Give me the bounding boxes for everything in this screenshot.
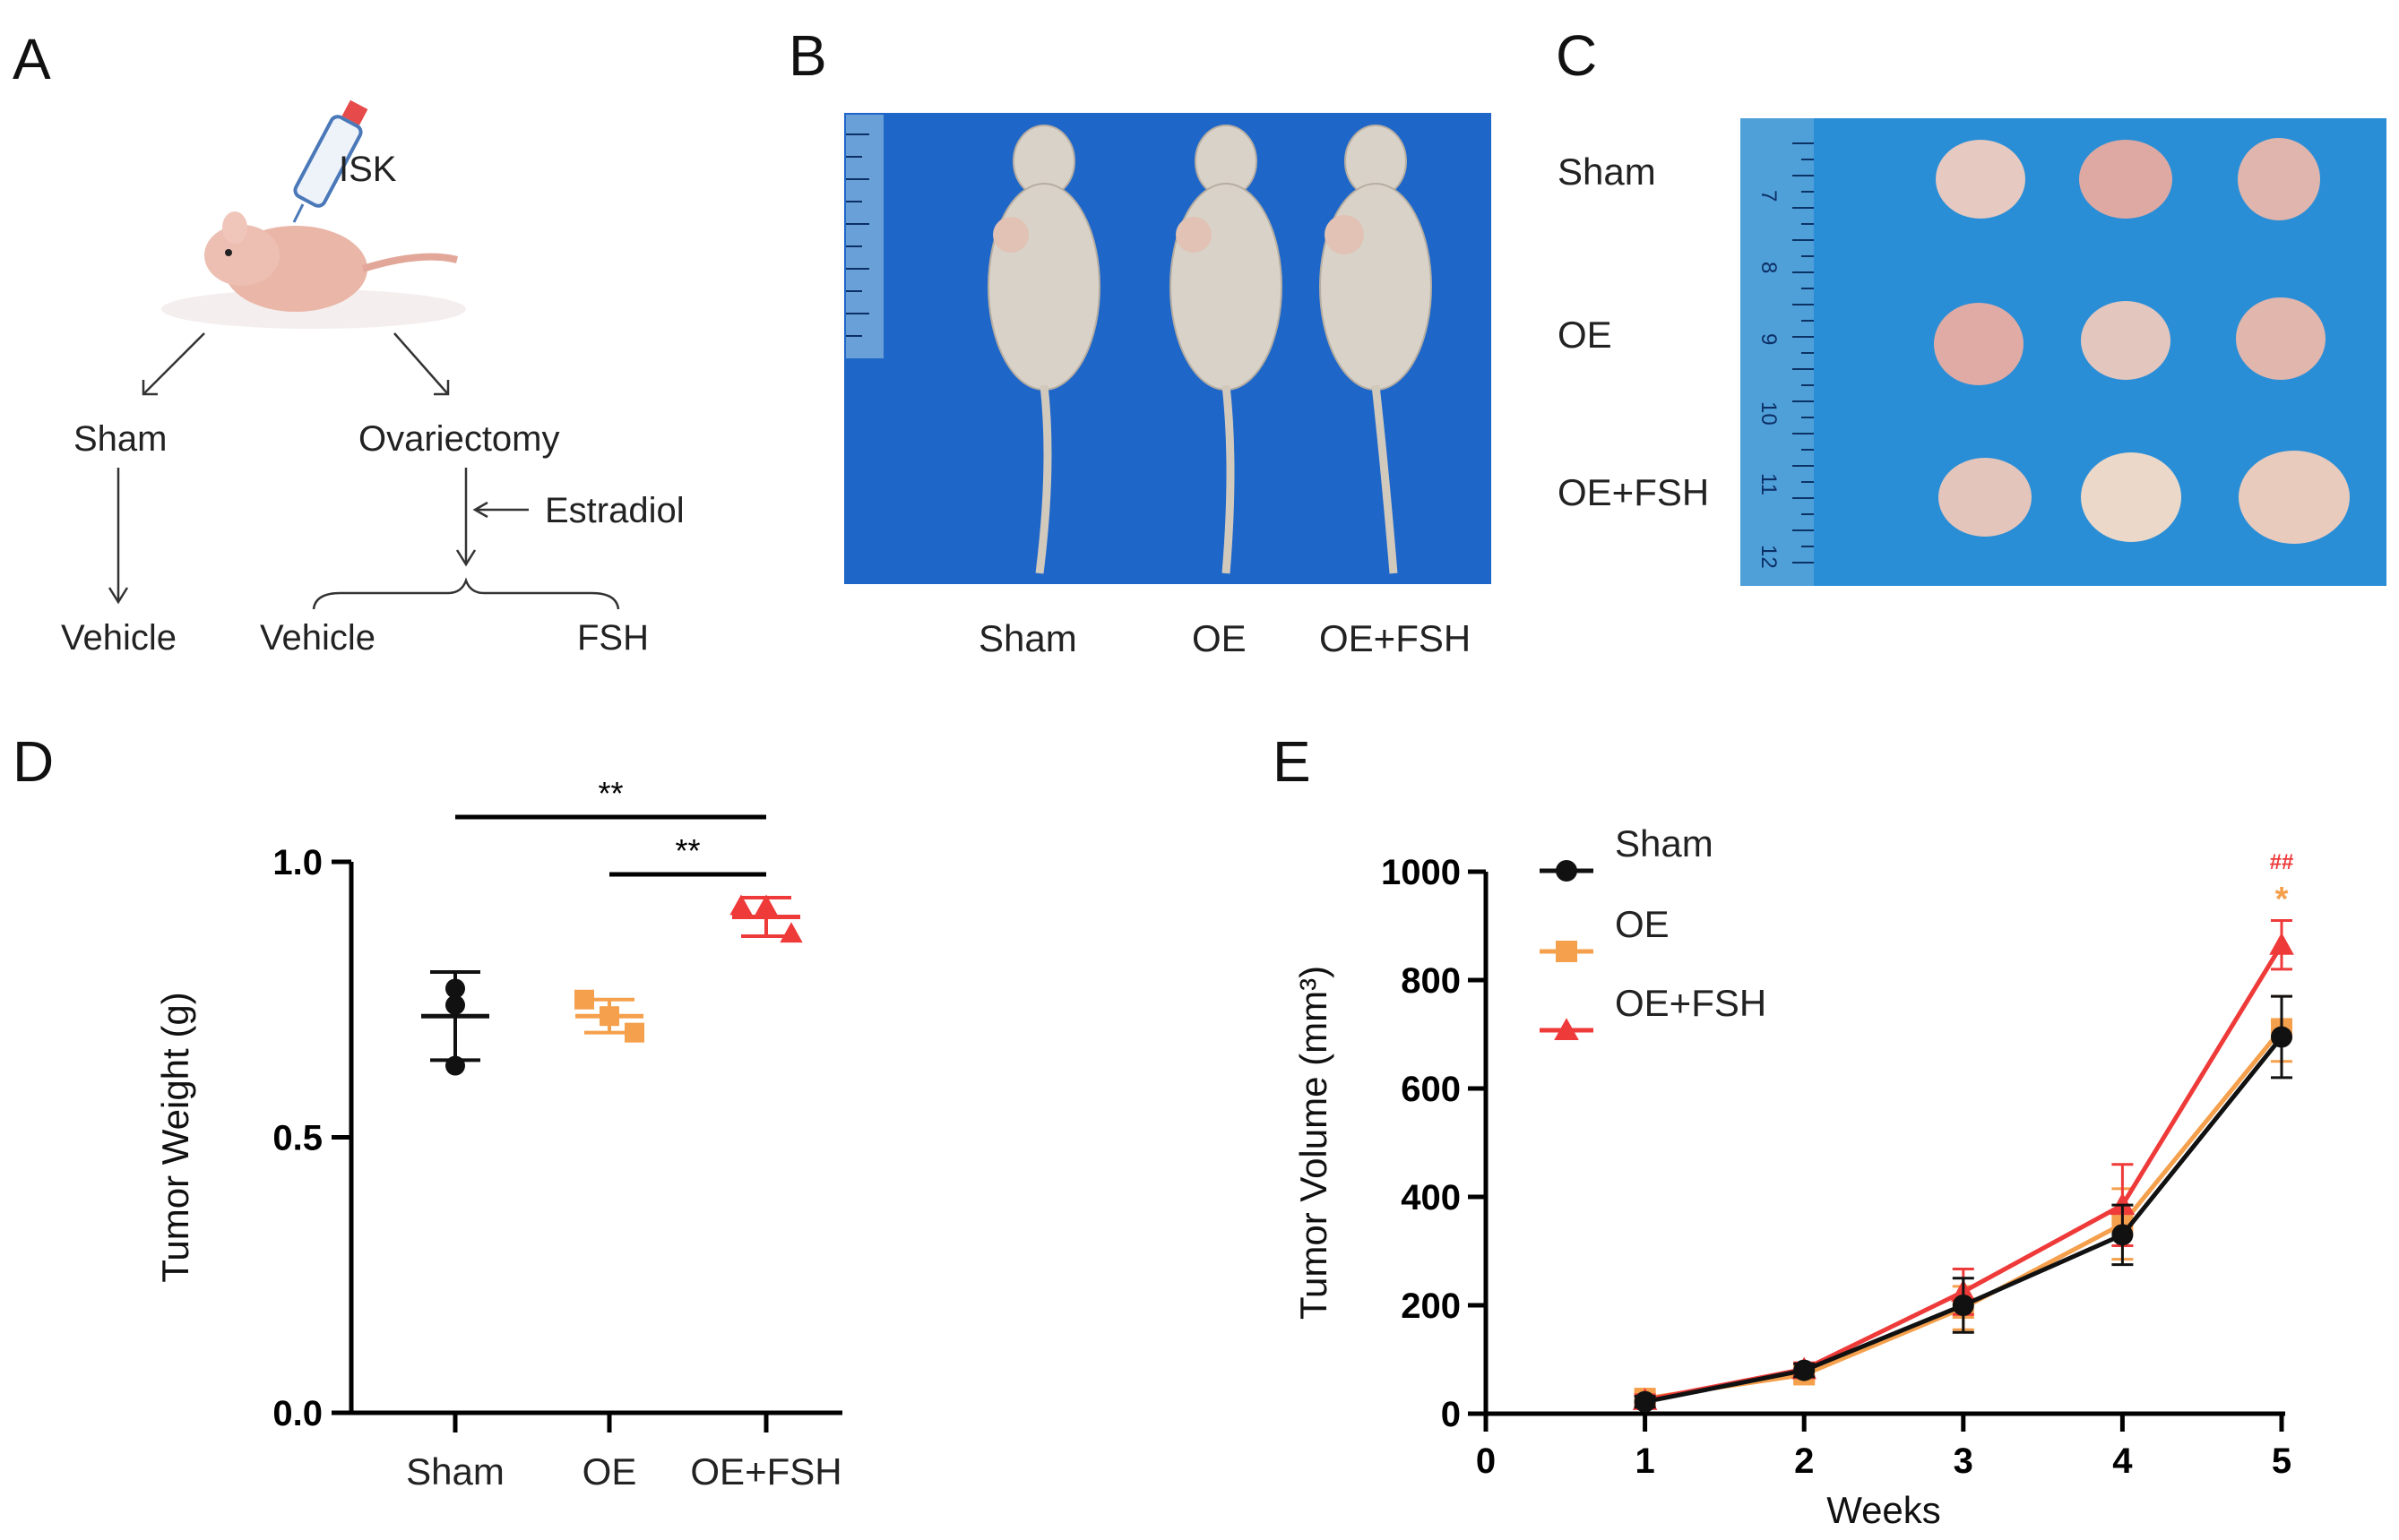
y-tick-label: 400 <box>1401 1178 1461 1217</box>
legend-marker <box>1556 860 1577 882</box>
data-point <box>445 1055 465 1076</box>
row-c-oe: OE <box>1558 314 1612 356</box>
estradiol-label: Estradiol <box>545 491 685 530</box>
outcome-vehicle-sham: Vehicle <box>61 618 177 658</box>
data-point <box>445 994 465 1015</box>
y-tick-label: 600 <box>1401 1070 1461 1109</box>
ruler-num-7: 7 <box>1756 190 1781 202</box>
series-line <box>1644 1027 2283 1401</box>
ruler-num-10: 10 <box>1756 401 1781 426</box>
y-tick-label: 1.0 <box>272 843 323 882</box>
tumor-grid <box>1934 138 2350 544</box>
data-point <box>625 1022 644 1043</box>
panel-label-d: D <box>13 729 54 794</box>
row-c-sham: Sham <box>1558 151 1656 193</box>
panel-b: B Sham OE <box>789 23 1491 659</box>
legend-label: Sham <box>1615 822 1713 865</box>
x-tick-label: 3 <box>1954 1441 1973 1481</box>
x-tick-label: Sham <box>406 1450 505 1493</box>
data-point <box>755 894 778 916</box>
ruler-num-9: 9 <box>1756 333 1781 345</box>
legend-marker <box>1556 941 1577 962</box>
panel-label-e: E <box>1273 729 1311 794</box>
panel-e: E 0 200 400 600 800 1000 0 1 2 3 4 5 Weeks Tumor Volu… <box>1273 729 2294 1531</box>
y-axis-label: Tumor Volume (mm³) <box>1292 966 1334 1320</box>
legend-marker <box>1554 1018 1579 1041</box>
series-line <box>1644 1035 2283 1405</box>
syringe-icon <box>292 99 368 223</box>
ruler-num-11: 11 <box>1756 473 1781 495</box>
group-brace <box>312 577 620 610</box>
y-tick-label: 0.5 <box>272 1119 323 1158</box>
data-point <box>1634 1390 1656 1413</box>
outcome-vehicle-ovx: Vehicle <box>260 618 375 658</box>
data-point <box>2269 932 2294 955</box>
arrow-to-sham <box>142 332 205 395</box>
data-point <box>780 922 803 943</box>
tumor-weight-chart: 0.0 0.5 1.0 Tumor Weight (g) Sham OE OE+FSH ** *… <box>154 775 842 1493</box>
data-point <box>1793 1359 1816 1381</box>
x-tick-label: 5 <box>2272 1441 2291 1481</box>
panel-label-b: B <box>789 23 827 88</box>
x-tick-label: OE <box>582 1450 637 1493</box>
ruler <box>846 115 884 358</box>
y-tick-label: 800 <box>1401 961 1461 1001</box>
x-tick-label: 0 <box>1476 1441 1496 1481</box>
row-c-oe-fsh: OE+FSH <box>1558 471 1709 513</box>
x-tick-label: 4 <box>2112 1441 2133 1481</box>
label-b-oe-fsh: OE+FSH <box>1319 617 1471 659</box>
y-tick-label: 1000 <box>1381 853 1461 892</box>
x-tick-label: 2 <box>1794 1441 1814 1481</box>
data-point <box>445 978 465 999</box>
y-tick-label: 0 <box>1441 1395 1461 1434</box>
label-b-sham: Sham <box>979 617 1077 659</box>
y-tick-label: 0.0 <box>272 1394 323 1433</box>
data-point <box>600 1006 619 1027</box>
panel-d: D 0.0 0.5 1.0 Tumor Weight (g) Sham OE OE+FSH *… <box>13 729 842 1493</box>
panel-label-a: A <box>13 27 51 91</box>
panel-label-c: C <box>1556 23 1597 88</box>
significance-annotation: ## <box>2270 850 2294 874</box>
label-b-oe: OE <box>1192 617 1247 659</box>
data-point <box>574 989 594 1010</box>
panel-a: A ISK Sham Ovariectomy <box>13 27 685 658</box>
outcome-fsh: FSH <box>577 618 649 658</box>
branch-ovariectomy: Ovariectomy <box>358 419 560 459</box>
x-tick-label: 1 <box>1635 1441 1654 1481</box>
injection-label: ISK <box>339 150 397 189</box>
mouse-illustration <box>161 211 466 329</box>
y-axis-label: Tumor Weight (g) <box>154 992 196 1282</box>
significance-label: ** <box>598 775 623 812</box>
data-point <box>1952 1295 1974 1316</box>
significance-annotation: * <box>2275 881 2289 918</box>
x-tick-label: OE+FSH <box>690 1450 841 1493</box>
data-point <box>2111 1224 2134 1246</box>
data-point <box>729 894 753 916</box>
arrow-to-ovariectomy <box>393 332 449 395</box>
panel-c: C Sham OE OE+FSH 7 8 9 10 11 <box>1556 23 2386 586</box>
tumor-volume-chart: 0 200 400 600 800 1000 0 1 2 3 4 5 Weeks Tumor Volume… <box>1292 822 2294 1531</box>
ruler-num-12: 12 <box>1756 545 1781 569</box>
legend-label: OE <box>1615 903 1670 945</box>
data-point <box>2271 1026 2292 1048</box>
y-tick-label: 200 <box>1401 1286 1461 1326</box>
legend-label: OE+FSH <box>1615 982 1766 1024</box>
branch-sham: Sham <box>73 419 168 459</box>
ruler-num-8: 8 <box>1756 262 1781 273</box>
x-axis-label: Weeks <box>1826 1489 1941 1531</box>
significance-label: ** <box>675 832 700 869</box>
